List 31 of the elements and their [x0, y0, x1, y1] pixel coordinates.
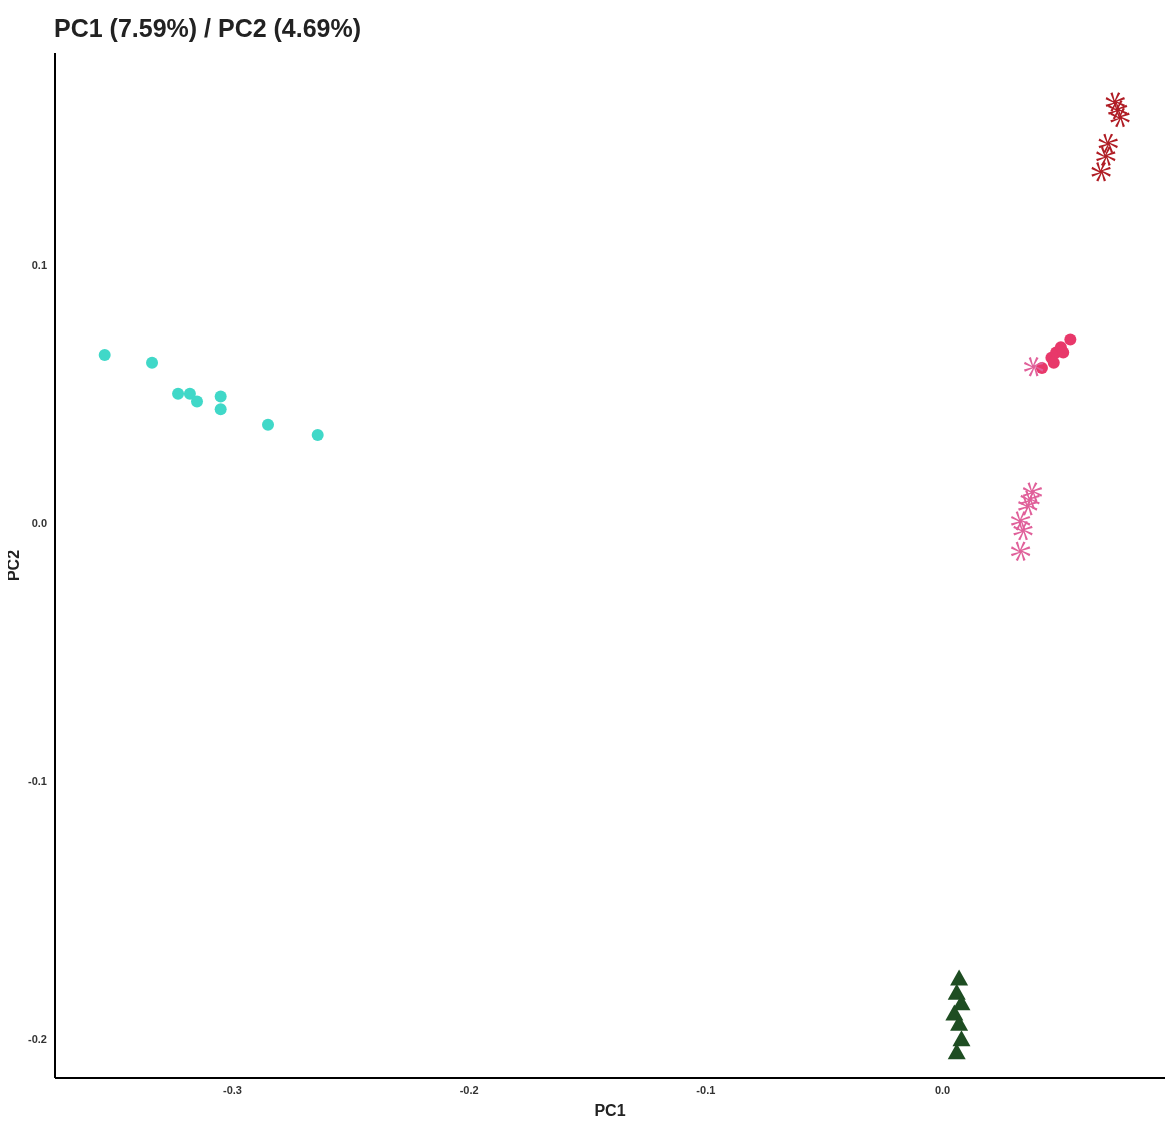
point	[191, 395, 203, 408]
point	[214, 403, 227, 416]
point	[1096, 146, 1116, 166]
point	[1091, 162, 1111, 182]
point	[1098, 133, 1118, 154]
x-tick-label: -0.3	[223, 1083, 242, 1096]
point	[1064, 333, 1077, 346]
point	[183, 387, 196, 400]
point	[172, 387, 185, 400]
point	[214, 390, 227, 403]
point	[952, 1030, 971, 1047]
point	[1013, 520, 1033, 541]
point	[1107, 100, 1128, 120]
chart-title: PC1 (7.59%) / PC2 (4.69%)	[53, 13, 363, 44]
y-tick-label: 0.1	[31, 258, 47, 271]
point	[98, 349, 111, 362]
point	[311, 429, 324, 442]
point	[1010, 541, 1031, 561]
y-tick-label: -0.2	[28, 1033, 47, 1046]
point	[950, 969, 969, 986]
point	[1020, 489, 1040, 510]
x-axis-title: PC1	[594, 1102, 626, 1119]
point	[262, 418, 275, 431]
y-tick-label: 0.0	[31, 516, 47, 529]
y-tick-label: -0.1	[28, 774, 47, 787]
x-tick-label: -0.1	[696, 1083, 716, 1096]
point	[1023, 357, 1044, 377]
x-tick-label: 0.0	[934, 1083, 951, 1096]
x-tick-label: -0.2	[459, 1083, 479, 1096]
y-axis-title: PC2	[4, 549, 22, 582]
point	[146, 356, 159, 369]
